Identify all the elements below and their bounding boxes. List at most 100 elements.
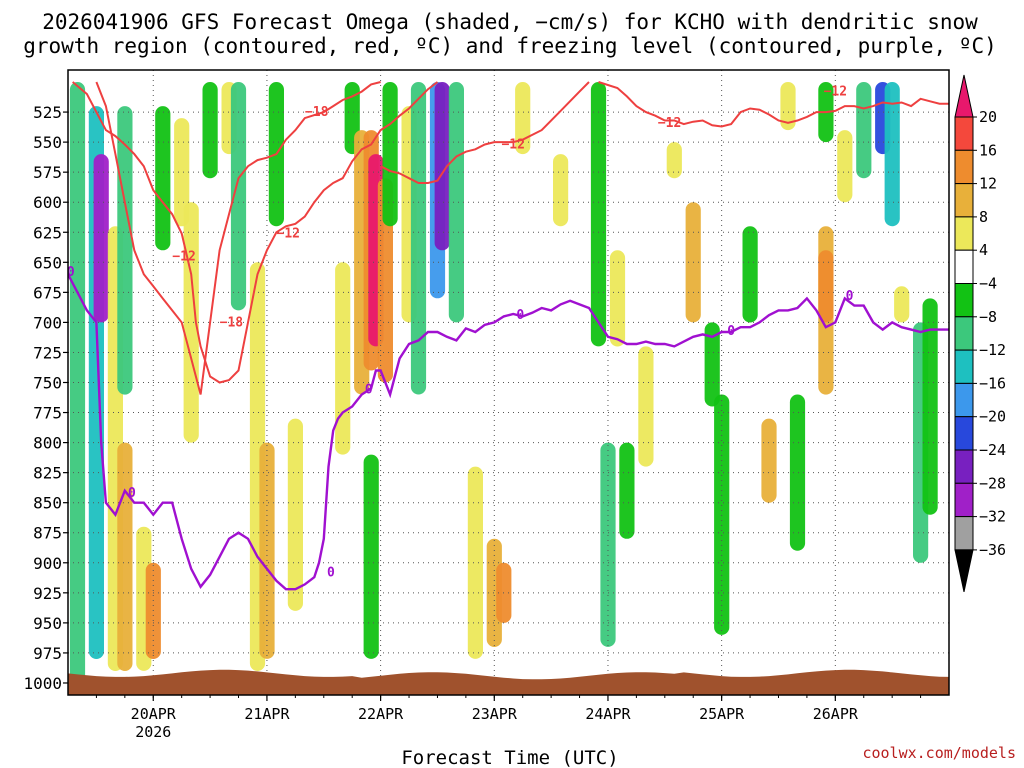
colorbar-band	[954, 382, 974, 418]
y-tick-label: 600	[33, 193, 62, 212]
omega-cell	[666, 142, 682, 179]
y-tick-label: 550	[33, 133, 62, 152]
y-tick-label: 625	[33, 223, 62, 242]
y-tick-label: 875	[33, 524, 62, 543]
freezing-contour-label: 0	[128, 486, 136, 501]
omega-cell	[93, 154, 109, 323]
colorbar-label: −4	[979, 275, 997, 293]
freezing-contour-label: 0	[727, 324, 735, 339]
terrain-ground	[68, 669, 949, 695]
omega-cell	[638, 346, 654, 467]
colorbar-band	[954, 349, 974, 384]
omega-cell	[789, 394, 806, 551]
y-tick-label: 850	[33, 494, 62, 513]
omega-cell	[155, 106, 171, 251]
colorbar-band	[954, 116, 974, 151]
omega-cell	[600, 442, 616, 647]
omega-cell	[780, 82, 796, 131]
y-tick-label: 650	[33, 253, 62, 272]
y-tick-label: 575	[33, 163, 62, 182]
x-tick-label: 25APR	[699, 705, 745, 723]
omega-cell	[515, 82, 531, 155]
omega-cell	[714, 394, 730, 635]
omega-cell	[553, 154, 569, 227]
dgz-contour-line-minus12	[72, 81, 439, 384]
colorbar-label: 12	[979, 175, 997, 193]
y-tick-label: 900	[33, 554, 62, 573]
omega-cell	[894, 286, 910, 323]
colorbar-label: −8	[979, 308, 997, 326]
omega-cell	[619, 442, 635, 539]
x-tick-label: 21APR	[244, 705, 290, 723]
omega-cell	[230, 82, 247, 311]
y-tick-label: 1000	[23, 674, 62, 693]
colorbar-label: 16	[979, 141, 997, 159]
y-tick-label: 700	[33, 313, 62, 332]
freezing-contour-label: 0	[67, 265, 75, 280]
x-tick-label: 22APR	[358, 705, 404, 723]
omega-cell	[884, 82, 900, 227]
colorbar-label: −16	[979, 374, 1006, 392]
colorbar-label: −12	[979, 341, 1006, 359]
omega-cell	[609, 250, 626, 347]
title-line-2: growth region (contoured, red, ºC) and f…	[23, 34, 997, 58]
y-axis: 525 550 575 600 625 650 675 700 725 750 775 800 825 8…	[23, 103, 68, 693]
omega-cell	[742, 226, 758, 323]
colorbar-band	[954, 216, 974, 251]
colorbar-band	[954, 316, 974, 351]
dgz-contour-label: −18	[220, 315, 244, 330]
x-tick-sublabel: 2026	[135, 723, 171, 741]
omega-cell	[448, 82, 464, 323]
y-tick-label: 775	[33, 404, 62, 423]
colorbar-band	[954, 149, 974, 185]
colorbar-band	[954, 283, 974, 318]
colorbar-band	[954, 516, 974, 551]
omega-cell	[467, 466, 483, 659]
dgz-contour-label: −12	[277, 226, 300, 241]
y-tick-label: 950	[33, 614, 62, 633]
pressure-gridlines	[68, 70, 949, 695]
colorbar-label: −20	[979, 408, 1006, 426]
chart-title: 2026041906 GFS Forecast Omega (shaded, −…	[23, 10, 997, 58]
dgz-contour-line-minus12	[380, 81, 590, 184]
colorbar-legend: 20 16 12 8 4 −4 −8 −12 −16 −20 −24 −28 −32 −36	[954, 74, 1006, 593]
x-tick-label: 23APR	[472, 705, 518, 723]
x-axis-label: Forecast Time (UTC)	[401, 747, 618, 768]
credit-text: coolwx.com/models	[862, 744, 1016, 762]
omega-cell	[287, 418, 303, 611]
colorbar-label: −32	[979, 508, 1006, 526]
omega-cell	[117, 442, 133, 671]
freezing-level-line	[68, 273, 949, 591]
contour-labels: −18 −12 −18 −12 −12 −12 −12 0 0 0 0 0 0 0	[67, 85, 854, 581]
omega-cell	[363, 454, 379, 659]
dgz-contour-label: −12	[824, 85, 847, 100]
y-tick-label: 825	[33, 464, 62, 483]
colorbar-label: 8	[979, 208, 988, 226]
colorbar-band	[954, 482, 974, 518]
freezing-contour-label: 0	[327, 565, 335, 580]
y-tick-label: 525	[33, 103, 62, 122]
colorbar-band	[954, 183, 974, 218]
y-tick-label: 975	[33, 644, 62, 663]
y-tick-label: 925	[33, 584, 62, 603]
dgz-contour-label: −12	[501, 138, 524, 153]
colorbar-label: −28	[979, 474, 1006, 492]
colorbar-label: −36	[979, 541, 1006, 559]
omega-cell	[202, 82, 218, 179]
omega-cell	[382, 82, 398, 227]
omega-cell	[377, 178, 393, 383]
omega-cell	[856, 82, 872, 179]
x-tick-label: 26APR	[813, 705, 859, 723]
colorbar-band	[954, 249, 974, 284]
dgz-contour-label: −12	[172, 249, 195, 264]
x-tick-label: 24APR	[585, 705, 631, 723]
omega-cell	[761, 418, 777, 503]
omega-cell	[704, 322, 720, 407]
omega-cell	[410, 82, 427, 395]
contour-lines	[68, 81, 949, 591]
freezing-contour-label: 0	[516, 308, 524, 323]
omega-cell	[434, 82, 450, 251]
colorbar-label: 20	[979, 108, 997, 126]
